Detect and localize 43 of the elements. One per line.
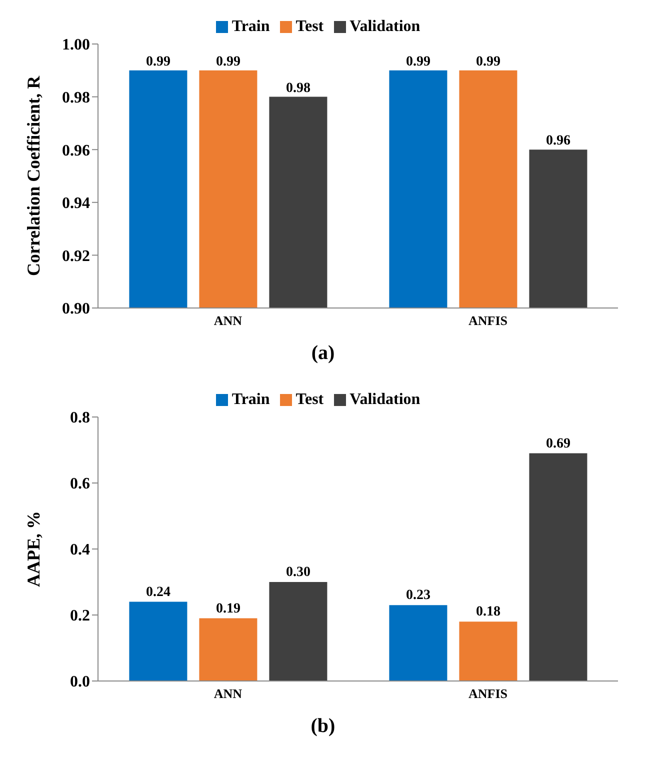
legend-label: Train — [232, 391, 270, 408]
y-tick-label: 0.6 — [70, 476, 90, 493]
data-label: 0.24 — [146, 584, 170, 600]
legend-label: Test — [296, 391, 324, 408]
bar — [129, 602, 188, 681]
y-tick-label: 0.94 — [62, 195, 90, 212]
x-tick-label: ANN — [214, 686, 243, 702]
y-tick-label: 0.8 — [70, 410, 90, 427]
y-tick-label: 0.90 — [62, 300, 90, 318]
y-tick-label: 0.92 — [62, 248, 90, 265]
y-tick-label: 1.00 — [62, 36, 90, 54]
text: (b) — [310, 715, 336, 738]
data-label: 0.98 — [286, 80, 310, 96]
data-label: 0.96 — [546, 134, 570, 149]
x-tick-label: ANN — [214, 313, 243, 328]
data-label: 0.30 — [286, 565, 310, 580]
data-label: 0.18 — [476, 604, 500, 620]
y-tick-label: 0.0 — [70, 674, 90, 691]
legend-label: Validation — [350, 18, 420, 35]
data-label: 0.19 — [216, 601, 240, 616]
text: (a) — [310, 342, 336, 365]
bar — [459, 622, 518, 681]
legend-label: Test — [296, 18, 324, 35]
legend-label: Train — [232, 18, 270, 35]
data-label: 0.99 — [476, 54, 500, 70]
y-tick-label: 0.2 — [70, 608, 90, 625]
y-tick-label: 0.96 — [62, 142, 90, 160]
y-tick-label: 0.4 — [70, 542, 90, 559]
y-tick-label: 0.98 — [62, 89, 90, 106]
data-label: 0.99 — [146, 54, 170, 70]
data-label: 0.23 — [406, 588, 430, 604]
x-tick-label: ANFIS — [468, 686, 508, 702]
data-label: 0.69 — [546, 436, 570, 452]
bar — [199, 618, 258, 681]
y-axis-title: Correlation Coefficient, R — [23, 74, 44, 276]
legend-label: Validation — [350, 391, 420, 408]
y-axis-title: AAPE, % — [23, 511, 44, 587]
bar — [389, 605, 448, 681]
bar — [529, 453, 588, 681]
x-tick-label: ANFIS — [468, 313, 508, 328]
bar — [269, 582, 328, 681]
data-label: 0.99 — [216, 54, 240, 70]
data-label: 0.99 — [406, 54, 430, 70]
